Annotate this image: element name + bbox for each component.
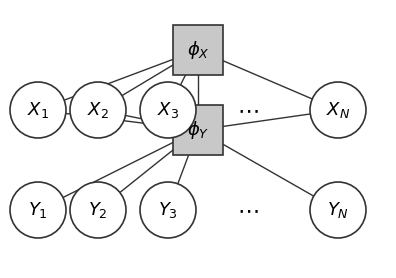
Circle shape xyxy=(10,182,66,238)
Text: $X_N$: $X_N$ xyxy=(326,100,350,120)
Circle shape xyxy=(70,82,126,138)
FancyBboxPatch shape xyxy=(173,105,223,155)
Text: $\phi_Y$: $\phi_Y$ xyxy=(187,119,209,141)
Circle shape xyxy=(140,182,196,238)
Text: $X_2$: $X_2$ xyxy=(87,100,109,120)
Text: $X_1$: $X_1$ xyxy=(27,100,49,120)
Text: $\phi_X$: $\phi_X$ xyxy=(187,39,209,61)
Text: $Y_3$: $Y_3$ xyxy=(158,200,178,220)
Text: $X_3$: $X_3$ xyxy=(157,100,179,120)
Text: $Y_2$: $Y_2$ xyxy=(88,200,108,220)
Circle shape xyxy=(10,82,66,138)
Text: $Y_N$: $Y_N$ xyxy=(327,200,349,220)
Text: $Y_1$: $Y_1$ xyxy=(28,200,48,220)
Circle shape xyxy=(310,182,366,238)
Circle shape xyxy=(70,182,126,238)
FancyBboxPatch shape xyxy=(173,25,223,75)
Text: $\cdots$: $\cdots$ xyxy=(237,100,259,120)
Text: $\cdots$: $\cdots$ xyxy=(237,200,259,220)
Circle shape xyxy=(140,82,196,138)
Circle shape xyxy=(310,82,366,138)
